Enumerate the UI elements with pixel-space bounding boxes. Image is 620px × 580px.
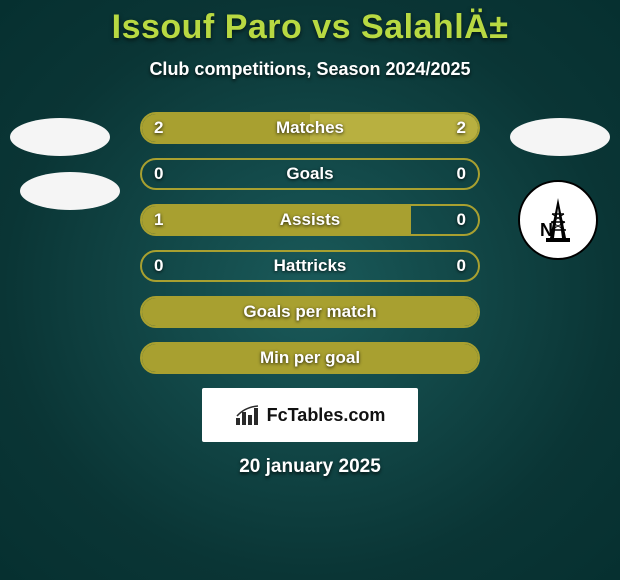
brand-text: FcTables.com <box>267 405 386 426</box>
svg-text:N: N <box>540 220 553 240</box>
value-right: 0 <box>457 164 466 184</box>
bar-chart-icon <box>235 404 261 426</box>
value-left: 1 <box>154 210 163 230</box>
page-title: Issouf Paro vs SalahlÄ± <box>0 8 620 47</box>
stat-row-goals: 0 Goals 0 <box>140 158 480 190</box>
date-text: 20 january 2025 <box>0 456 620 478</box>
player-left-badge-2 <box>20 172 120 210</box>
stat-label: Min per goal <box>260 348 360 368</box>
value-left: 2 <box>154 118 163 138</box>
value-right: 0 <box>457 256 466 276</box>
stat-label: Hattricks <box>274 256 347 276</box>
oil-derrick-icon: N <box>528 190 588 250</box>
stat-label: Goals <box>286 164 333 184</box>
stat-row-hattricks: 0 Hattricks 0 <box>140 250 480 282</box>
value-left: 0 <box>154 256 163 276</box>
player-right-badge-2: N <box>518 180 598 260</box>
subtitle: Club competitions, Season 2024/2025 <box>0 59 620 80</box>
stat-row-assists: 1 Assists 0 <box>140 204 480 236</box>
value-left: 0 <box>154 164 163 184</box>
value-right: 0 <box>457 210 466 230</box>
stat-label: Goals per match <box>243 302 376 322</box>
stat-row-gpm: Goals per match <box>140 296 480 328</box>
comparison-infographic: Issouf Paro vs SalahlÄ± Club competition… <box>0 0 620 478</box>
bar-left <box>142 206 411 234</box>
player-right-badge-1 <box>510 118 610 156</box>
stat-label: Matches <box>276 118 344 138</box>
stat-row-mpg: Min per goal <box>140 342 480 374</box>
value-right: 2 <box>457 118 466 138</box>
stat-row-matches: 2 Matches 2 <box>140 112 480 144</box>
stat-label: Assists <box>280 210 340 230</box>
player-left-badge-1 <box>10 118 110 156</box>
brand-box: FcTables.com <box>202 388 418 442</box>
